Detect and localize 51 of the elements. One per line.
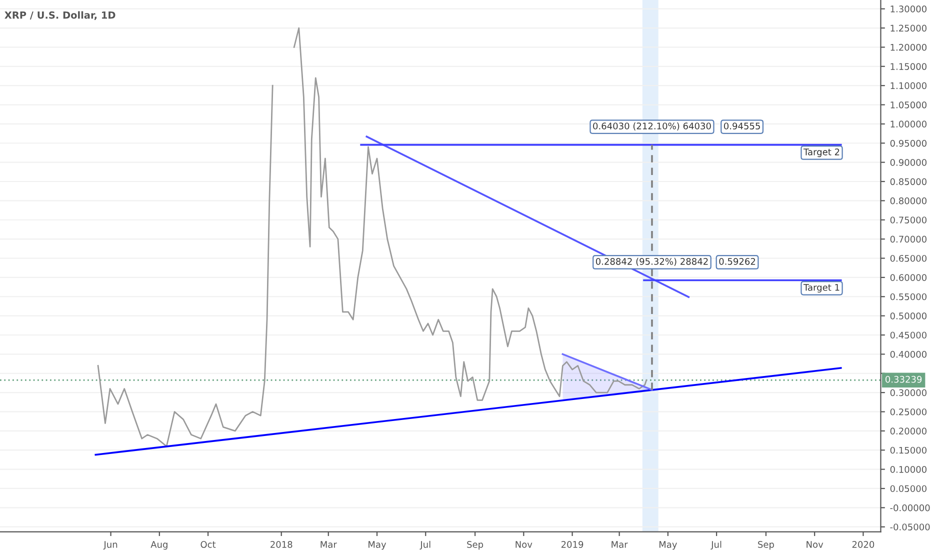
annotation: 0.28842 (95.32%) 28842 — [596, 258, 708, 266]
y-tick-label: 0.65000 — [890, 254, 926, 262]
y-tick-label: 0.50000 — [890, 312, 926, 320]
x-tick-label: Mar — [320, 541, 337, 548]
y-tick-label: -0.05000 — [890, 524, 930, 530]
x-tick-label: 2018 — [270, 541, 292, 548]
y-tick-label: 0.45000 — [890, 332, 926, 339]
y-tick-label: 0.60000 — [890, 274, 926, 281]
y-tick-label: 0.25000 — [890, 408, 926, 416]
x-tick-label: Jul — [420, 540, 430, 550]
annotation: 0.64030 (212.10%) 64030 — [593, 122, 711, 130]
x-tick-label: Jun — [103, 541, 118, 550]
y-tick-label: -0.00000 — [890, 504, 930, 512]
y-tick-label: 0.80000 — [890, 197, 926, 204]
annotation: 0.59262 — [719, 258, 756, 265]
y-tick-label: 0.95000 — [890, 140, 926, 147]
x-tick-label: Jul — [710, 540, 722, 550]
x-tick-label: Sep — [758, 541, 774, 550]
y-tick-label: 0.90000 — [890, 159, 926, 166]
y-tick-label: 1.20000 — [890, 44, 926, 51]
text: XRP / U.S. Dollar, 1D — [4, 11, 116, 20]
x-tick-label: 2019 — [561, 541, 584, 548]
x-tick-label: Oct — [200, 541, 216, 548]
x-tick-label: Aug — [150, 541, 168, 550]
x-tick-label: Nov — [516, 541, 532, 548]
x-tick-label: Nov — [806, 541, 824, 548]
y-tick-label: 0.85000 — [890, 178, 926, 186]
y-tick-label: 1.05000 — [890, 101, 926, 108]
y-tick-label: 1.30000 — [890, 6, 926, 12]
annotation: Target 2 — [803, 148, 840, 158]
y-tick-label: 0.15000 — [890, 446, 926, 454]
annotation: Target 1 — [803, 284, 840, 293]
y-tick-label: 0.30000 — [890, 389, 926, 396]
x-tick-label: May — [368, 541, 386, 550]
y-tick-label: 1.10000 — [890, 82, 926, 90]
y-tick-label: 0.75000 — [890, 216, 926, 224]
x-tick-label: Mar — [612, 541, 628, 548]
x-tick-label: May — [659, 541, 677, 550]
y-tick-label: 0.20000 — [890, 428, 926, 434]
y-tick-label: 0.10000 — [890, 466, 926, 473]
x-tick-label: 2020 — [852, 541, 874, 548]
y-tick-label: 0.70000 — [890, 236, 926, 243]
y-tick-label: 0.55000 — [890, 293, 926, 300]
y-tick-label: 0.05000 — [890, 485, 926, 492]
ref-line-label: 0.33239 — [886, 376, 922, 383]
y-tick-label: 1.15000 — [890, 63, 926, 70]
x-tick-label: Sep — [467, 541, 484, 550]
y-tick-label: 1.25000 — [890, 24, 926, 32]
annotation: 0.94555 — [724, 122, 760, 130]
y-tick-label: 1.00000 — [890, 120, 926, 128]
y-tick-label: 0.40000 — [890, 350, 926, 358]
